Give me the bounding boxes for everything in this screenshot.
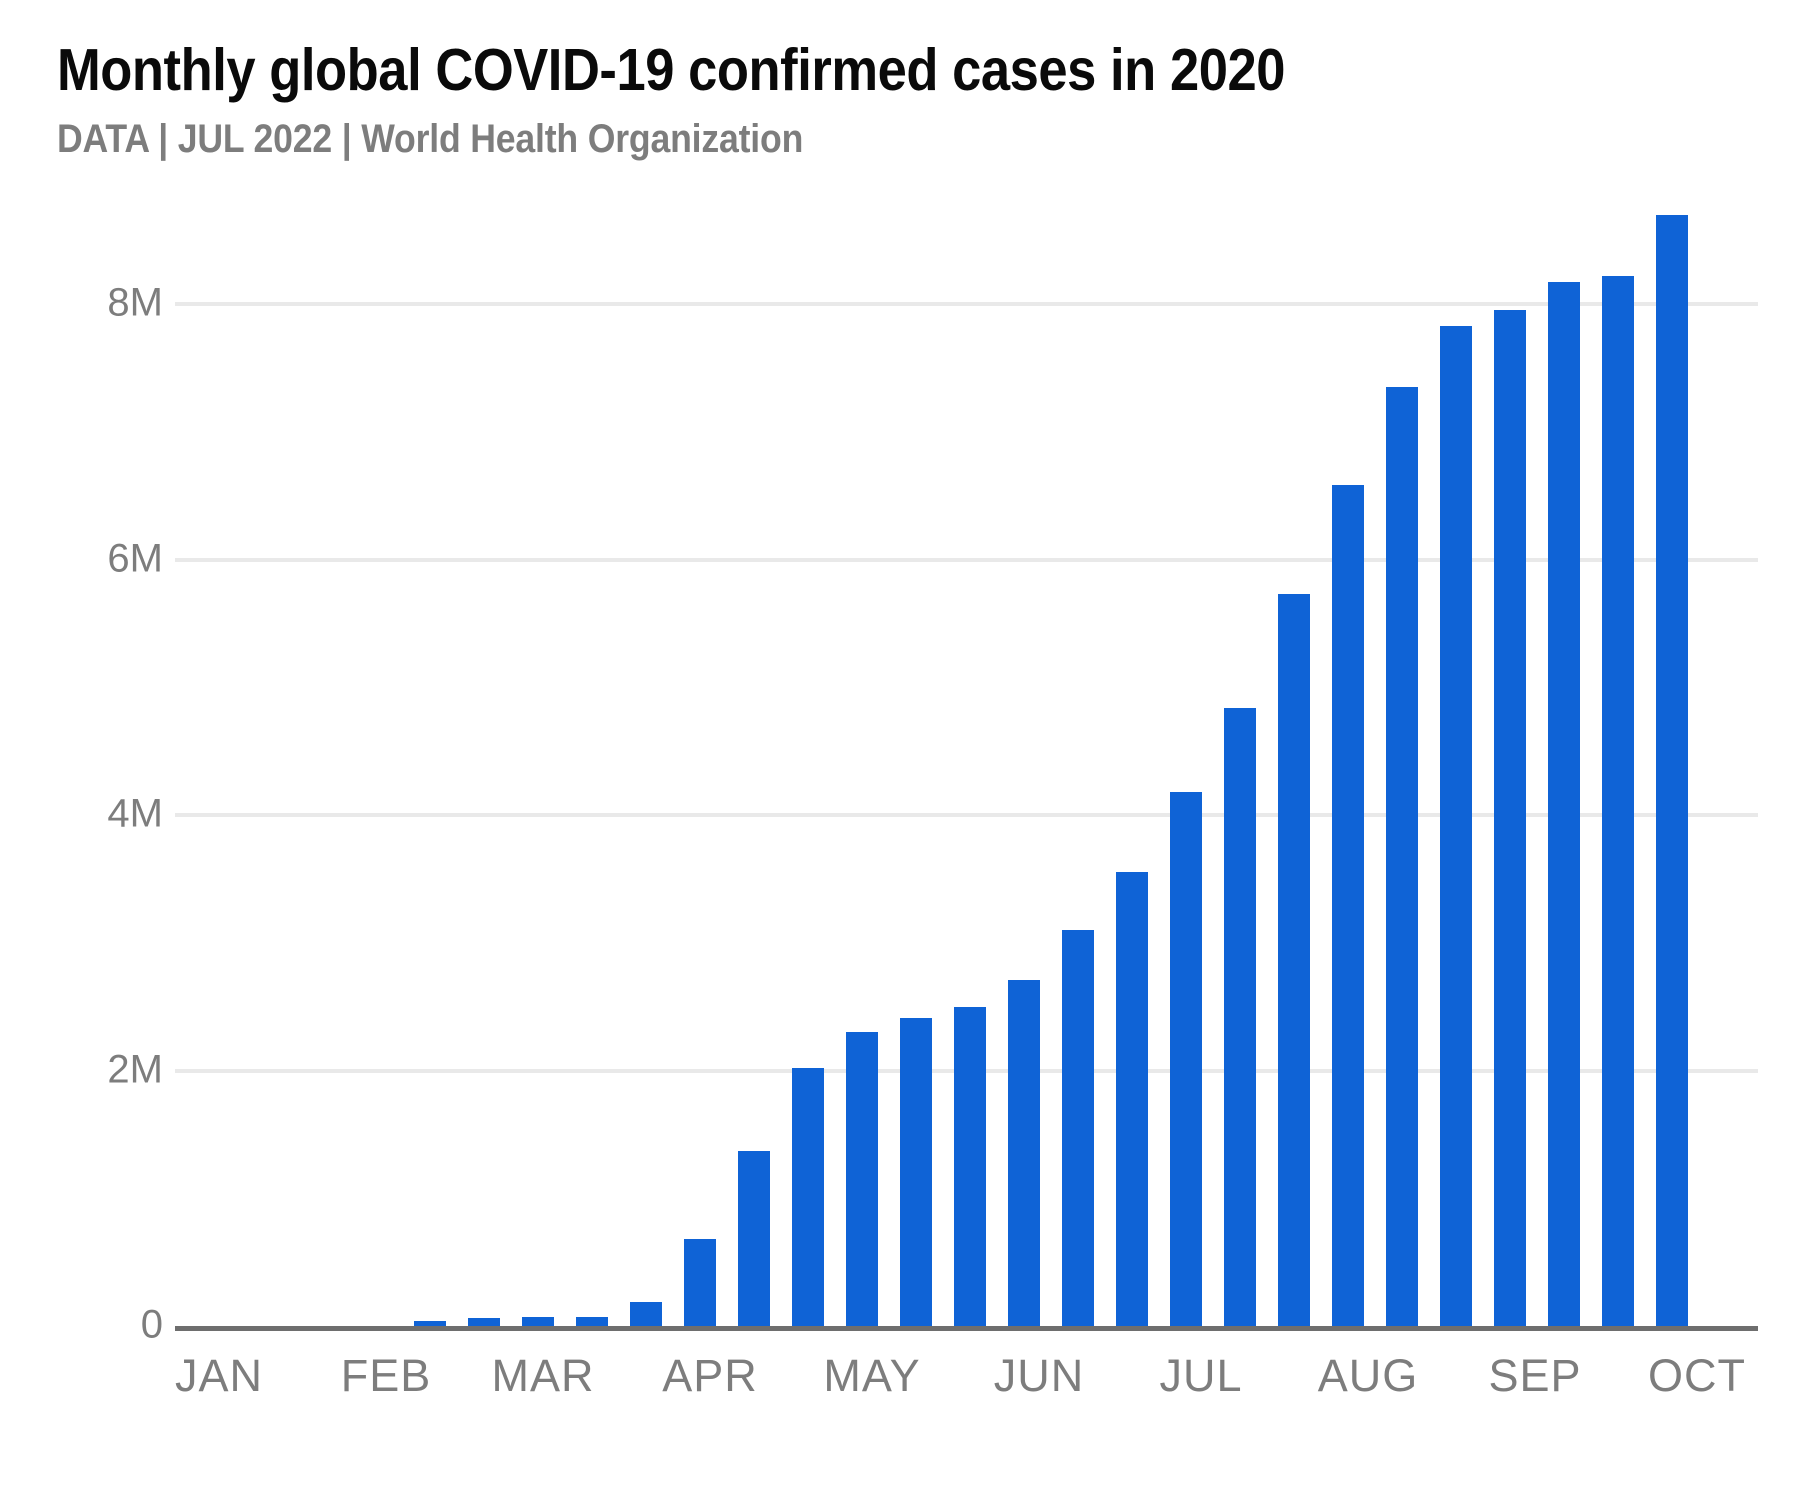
bar-2[interactable] bbox=[468, 1318, 500, 1326]
bar-18[interactable] bbox=[1332, 485, 1364, 1326]
bar-3[interactable] bbox=[522, 1317, 554, 1326]
x-axis-tick-label-aug: AUG bbox=[1317, 1350, 1419, 1401]
y-axis-tick-label: 4M bbox=[107, 791, 163, 836]
gridline-6M bbox=[175, 557, 1758, 562]
bar-10[interactable] bbox=[900, 1018, 932, 1326]
x-axis-tick-label-sep: SEP bbox=[1488, 1350, 1582, 1401]
bar-19[interactable] bbox=[1386, 387, 1418, 1326]
x-axis-tick-label-oct: OCT bbox=[1648, 1350, 1746, 1401]
bar-5[interactable] bbox=[630, 1302, 662, 1326]
bar-11[interactable] bbox=[954, 1007, 986, 1326]
bar-20[interactable] bbox=[1440, 326, 1472, 1326]
y-axis-tick-label: 6M bbox=[107, 536, 163, 581]
bar-24[interactable] bbox=[1656, 215, 1688, 1326]
x-axis-tick-label-jun: JUN bbox=[993, 1350, 1085, 1401]
bar-9[interactable] bbox=[846, 1032, 878, 1326]
chart-subtitle: DATA | JUL 2022 | World Health Organizat… bbox=[57, 117, 804, 161]
bar-16[interactable] bbox=[1224, 708, 1256, 1326]
bar-7[interactable] bbox=[738, 1151, 770, 1326]
y-axis-tick-label: 2M bbox=[107, 1047, 163, 1092]
x-axis-baseline bbox=[175, 1326, 1758, 1331]
bar-13[interactable] bbox=[1062, 930, 1094, 1326]
bar-22[interactable] bbox=[1548, 282, 1580, 1326]
chart-title: Monthly global COVID-19 confirmed cases … bbox=[57, 37, 1286, 103]
x-axis-tick-label-feb: FEB bbox=[340, 1350, 432, 1401]
bar-15[interactable] bbox=[1170, 792, 1202, 1326]
bar-1[interactable] bbox=[414, 1321, 446, 1326]
x-axis-tick-label-may: MAY bbox=[823, 1350, 921, 1401]
gridline-4M bbox=[175, 813, 1758, 817]
bar-14[interactable] bbox=[1116, 872, 1148, 1326]
bar-21[interactable] bbox=[1494, 310, 1526, 1326]
y-axis-tick-label: 0 bbox=[140, 1302, 163, 1347]
bar-4[interactable] bbox=[576, 1317, 608, 1326]
x-axis-tick-label-apr: APR bbox=[662, 1350, 758, 1401]
x-axis-tick-label-jan: JAN bbox=[174, 1350, 264, 1401]
bar-8[interactable] bbox=[792, 1068, 824, 1326]
gridline-8M bbox=[175, 302, 1758, 306]
bar-6[interactable] bbox=[684, 1239, 716, 1326]
y-axis-tick-label: 8M bbox=[107, 280, 163, 325]
x-axis-tick-label-mar: MAR bbox=[491, 1350, 595, 1401]
bar-17[interactable] bbox=[1278, 594, 1310, 1326]
chart-header: Monthly global COVID-19 confirmed cases … bbox=[57, 36, 1285, 162]
bar-12[interactable] bbox=[1008, 980, 1040, 1326]
x-axis-tick-label-jul: JUL bbox=[1159, 1350, 1243, 1401]
bar-23[interactable] bbox=[1602, 276, 1634, 1326]
